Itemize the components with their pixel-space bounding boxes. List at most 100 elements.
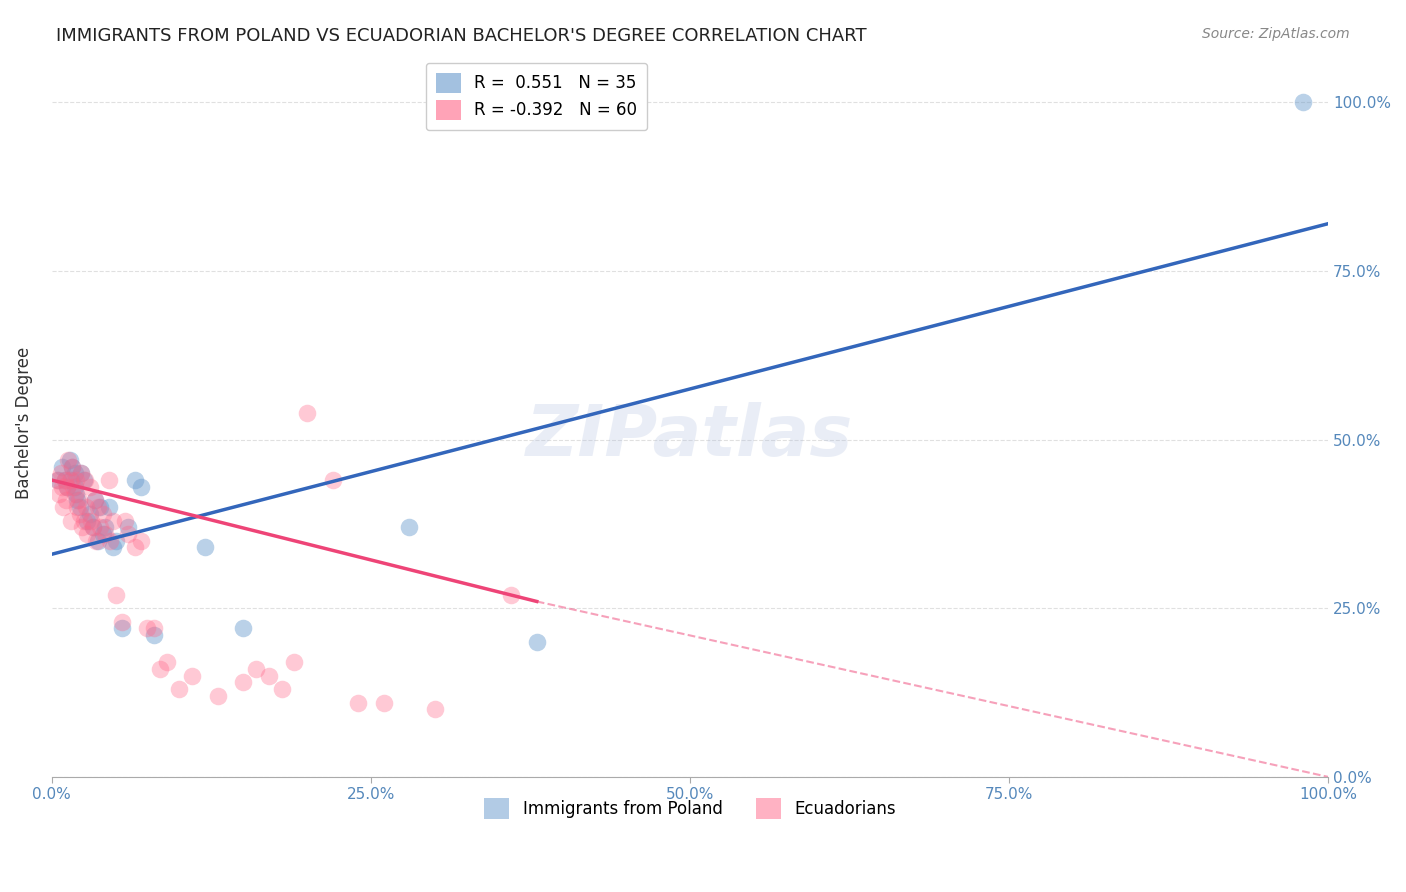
Point [104,588,127,602]
Point [257,668,280,682]
Point [55,493,77,508]
Point [82,520,104,534]
Point [373,696,395,710]
Point [53,473,76,487]
Point [86,533,108,548]
Point [65,473,87,487]
Point [91,507,114,521]
Point [72,520,94,534]
Point [124,541,146,555]
Point [156,655,179,669]
Point [73,514,96,528]
Point [51,480,73,494]
Point [67,493,90,508]
Point [86,500,108,514]
Point [295,406,318,420]
Point [59,473,82,487]
Point [86,533,108,548]
Point [322,473,344,487]
Point [98,500,121,514]
Point [114,514,136,528]
Point [117,520,139,534]
Point [66,500,89,514]
Point [59,452,82,467]
Point [347,696,370,710]
Point [56,480,79,494]
Point [117,527,139,541]
Legend: Immigrants from Poland, Ecuadorians: Immigrants from Poland, Ecuadorians [478,791,903,825]
Point [60,459,83,474]
Point [45,473,67,487]
Point [232,622,254,636]
Point [73,473,96,487]
Point [501,588,523,602]
Point [91,527,114,541]
Point [53,473,76,487]
Point [423,702,446,716]
Point [136,622,159,636]
Point [69,507,91,521]
Point [142,628,165,642]
Point [76,514,98,528]
Point [194,541,217,555]
Point [94,520,117,534]
Point [52,500,75,514]
Point [129,533,152,548]
Point [89,520,111,534]
Point [70,467,93,481]
Point [100,533,122,548]
Point [65,486,87,500]
Point [48,486,70,500]
Point [70,467,93,481]
Point [124,473,146,487]
Point [101,541,124,555]
Point [63,467,86,481]
Text: ZIPatlas: ZIPatlas [526,402,853,471]
Point [169,682,191,697]
Point [283,655,305,669]
Point [245,662,267,676]
Point [111,622,134,636]
Point [82,520,104,534]
Point [142,622,165,636]
Point [76,527,98,541]
Point [84,493,107,508]
Point [232,675,254,690]
Point [207,689,229,703]
Point [181,668,204,682]
Point [129,480,152,494]
Point [75,500,97,514]
Point [63,480,86,494]
Point [79,507,101,521]
Point [51,459,73,474]
Point [101,514,124,528]
Point [79,480,101,494]
Point [59,514,82,528]
Point [149,662,172,676]
Point [73,473,96,487]
Point [111,615,134,629]
Point [84,493,107,508]
Point [1291,95,1313,110]
Point [62,480,84,494]
Point [46,473,69,487]
Point [98,473,121,487]
Point [63,486,86,500]
Point [104,533,127,548]
Text: IMMIGRANTS FROM POLAND VS ECUADORIAN BACHELOR'S DEGREE CORRELATION CHART: IMMIGRANTS FROM POLAND VS ECUADORIAN BAC… [56,27,868,45]
Point [49,467,72,481]
Y-axis label: Bachelor's Degree: Bachelor's Degree [15,347,32,499]
Point [58,452,80,467]
Point [56,480,79,494]
Point [94,527,117,541]
Point [60,459,83,474]
Point [80,514,103,528]
Point [398,520,420,534]
Point [270,682,292,697]
Text: Source: ZipAtlas.com: Source: ZipAtlas.com [1202,27,1350,41]
Point [69,500,91,514]
Point [89,500,111,514]
Point [59,473,82,487]
Point [66,493,89,508]
Point [526,635,548,649]
